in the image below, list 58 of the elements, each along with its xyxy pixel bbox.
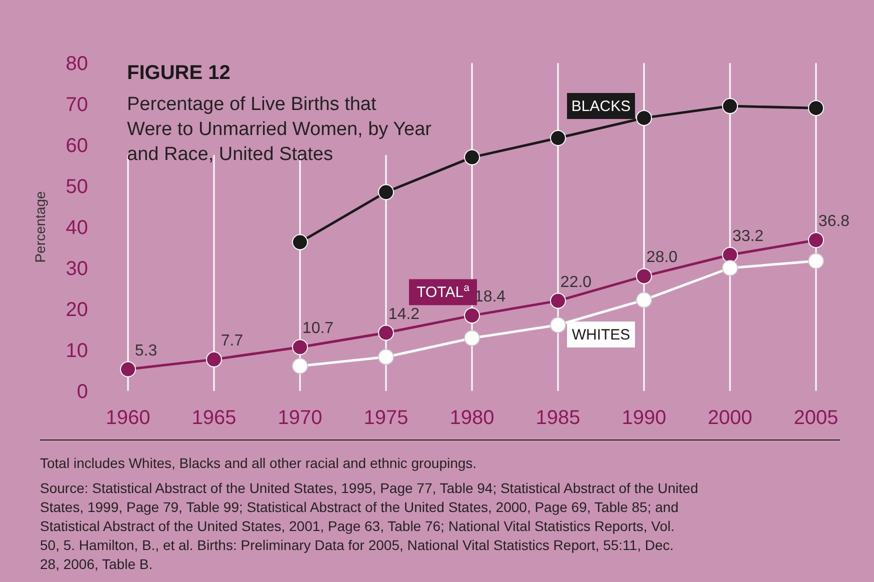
y-tick-label: 40 — [66, 217, 88, 239]
point — [206, 351, 222, 368]
data-label: 28.0 — [646, 249, 678, 266]
text: Percentage of Live Births that Were to Unmarried Women, by Year and Race, United States — [127, 94, 432, 165]
point — [550, 316, 566, 333]
point — [464, 149, 480, 166]
x-tick-label: 2000 — [708, 407, 752, 429]
point — [636, 268, 652, 284]
point — [808, 232, 824, 248]
point — [722, 260, 738, 276]
x-tick-label: 1960 — [106, 407, 150, 429]
x-tick-label: 1970 — [278, 407, 322, 429]
x-tick-label: 1975 — [364, 407, 408, 429]
y-tick-label: 20 — [66, 299, 88, 321]
x-tick-label: 1980 — [450, 407, 494, 429]
x-tick-label: 1985 — [536, 407, 580, 429]
point — [808, 100, 824, 116]
data-label: 5.3 — [134, 342, 158, 360]
point — [550, 130, 566, 146]
data-label: 10.7 — [302, 320, 334, 338]
point — [292, 358, 308, 374]
point — [636, 110, 652, 126]
data-label: 33.2 — [732, 228, 764, 245]
chart-title: FIGURE 12 — [127, 62, 230, 84]
point — [722, 98, 738, 114]
y-tick-label: 0 — [76, 381, 88, 403]
y-tick-label: 80 — [66, 53, 88, 75]
y-tick-label: 50 — [66, 176, 88, 198]
x-tick-label: 1990 — [622, 407, 666, 429]
y-tick-label: 60 — [66, 135, 88, 157]
point — [292, 234, 308, 250]
y-axis-title: Percentage — [32, 190, 48, 263]
series-label: TOTAL$^{a}$ — [416, 282, 470, 302]
series-label: WHITES — [572, 326, 630, 344]
point — [808, 253, 824, 270]
point — [550, 292, 566, 309]
point — [292, 339, 308, 356]
point — [378, 348, 394, 365]
data-label: 14.2 — [388, 306, 420, 323]
point — [464, 308, 480, 324]
point — [636, 292, 652, 308]
y-tick-label: 30 — [66, 258, 88, 280]
point — [120, 361, 136, 378]
data-label: 22.0 — [560, 274, 592, 291]
source-note: Source: Statistical Abstract of the United States, 1995, Page 77, Table 94; Statistical Abstract of the United States, 1999, Page 79, Table 99; Statistical Abstract of the United States, 2000, Page 69, Table 85; and Statistical Abstract of the United States, 2001, Page 63, Table 76; National Vital Statistics Reports, Vol. 50, 5. Hamilton, B., et al. Births: Preliminary Data for 2005, National Vital Statistics Report, 55:11, Dec. 28, 2006, Table B. — [40, 480, 698, 572]
point — [464, 330, 480, 346]
y-tick-label: 10 — [66, 340, 88, 362]
point — [378, 184, 394, 200]
series-label: BLACKS — [571, 98, 631, 115]
point — [378, 324, 394, 341]
data-label: 36.8 — [818, 213, 850, 230]
data-label: 7.7 — [220, 332, 244, 350]
y-tick-label: 70 — [66, 94, 88, 116]
x-tick-label: 1965 — [192, 407, 236, 429]
x-tick-label: 2005 — [794, 407, 838, 429]
point — [722, 246, 738, 263]
data-label: 18.4 — [474, 288, 506, 306]
text: Total includes Whites, Blacks and all other racial and ethnic groupings. — [40, 455, 477, 471]
